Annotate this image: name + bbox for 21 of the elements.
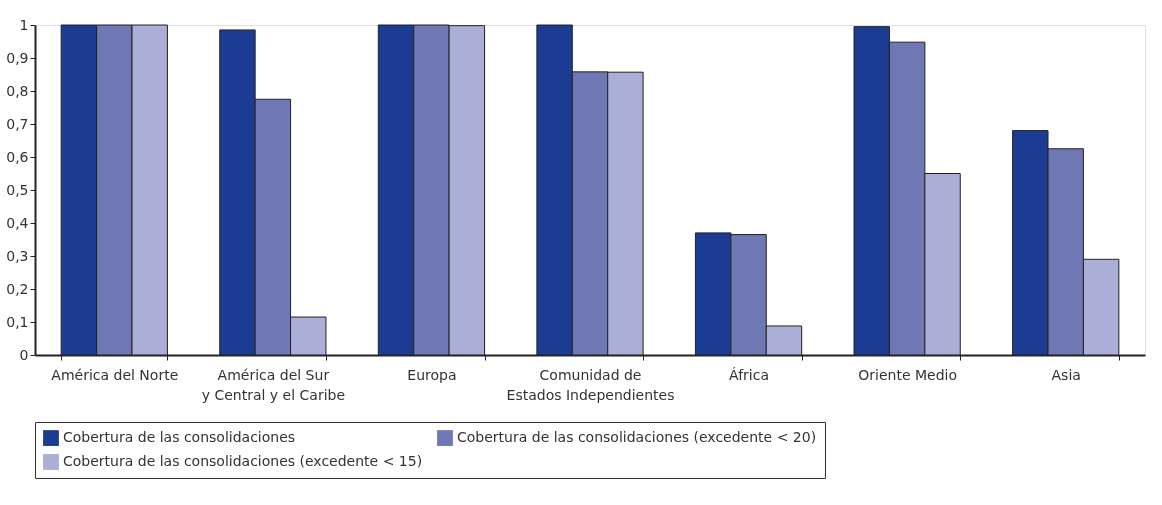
y-tick-label: 0 (19, 346, 29, 363)
y-tick-label: 0,2 (6, 280, 29, 297)
x-tick-label: Asia (1051, 366, 1081, 383)
y-tick-label: 0,5 (6, 181, 29, 198)
legend-label: Cobertura de las consolidaciones (63, 429, 296, 446)
x-tick-label: América del Sur y Central y el Caribe (201, 366, 346, 403)
y-tick-label: 0,4 (6, 214, 29, 231)
x-tick-label: Europa (407, 366, 457, 383)
y-tick-label: 0,1 (6, 313, 29, 330)
y-tick-label: 0,7 (6, 115, 29, 132)
y-tick-label: 1 (19, 16, 29, 33)
y-tick-label: 0,6 (6, 148, 29, 165)
x-tick-label: Oriente Medio (858, 366, 958, 383)
y-tick-label: 0,8 (6, 82, 29, 99)
legend-label: Cobertura de las consolidaciones (excedente < 15) (63, 453, 423, 469)
legend-label: Cobertura de las consolidaciones (excedente < 20) (457, 429, 817, 446)
y-tick-label: 0,9 (6, 49, 29, 66)
x-tick-label: África (729, 366, 770, 383)
y-tick-label: 0,3 (6, 247, 29, 264)
x-tick-label: América del Norte (51, 366, 179, 383)
x-tick-label: Comunidad de Estados Independientes (506, 366, 675, 403)
